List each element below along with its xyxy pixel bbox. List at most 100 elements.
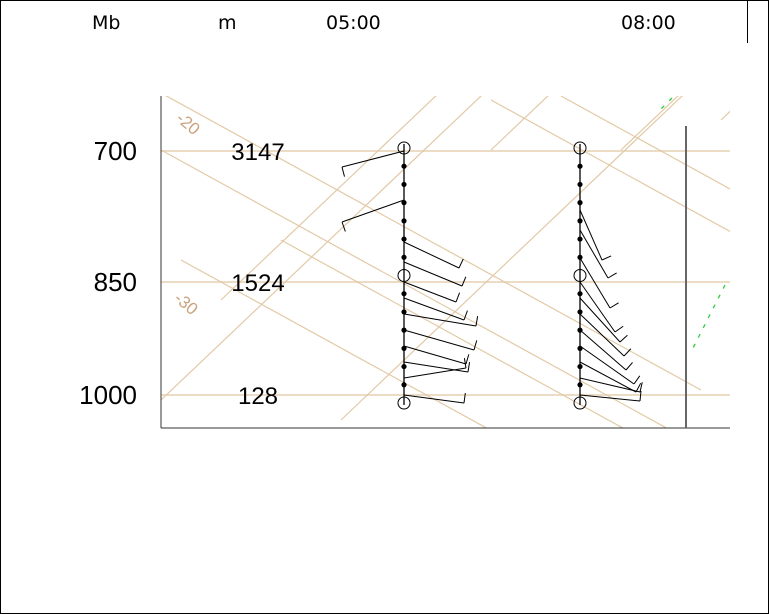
profile-dot-level-10 [401,327,407,333]
profile-circle-level-7 [573,269,587,282]
dashed-accent-1 [691,284,726,351]
profile-dot-level-2 [401,181,407,188]
barb-shaft [403,329,475,351]
barb-shaft [403,313,477,327]
height-label-1000: 128 [238,383,278,410]
profile-dot-level-1 [577,163,583,169]
barb-0500-barb-4 [403,281,461,303]
barb-0500-barb-10 [403,358,467,379]
barb-0800-barb-5 [579,281,624,333]
barb-tick [463,310,468,321]
barb-tick [623,348,632,357]
barb-shaft [341,199,405,223]
isotherm-lines [161,96,730,428]
barb-shaft [403,261,463,287]
profile-dot-level-11 [401,345,407,351]
barb-shaft [579,257,611,309]
barb-shaft [403,367,467,379]
barb-shaft [579,329,627,371]
barb-0800-barb-2 [579,209,612,261]
barb-0500-barb-0 [341,150,405,177]
barb-tick [614,325,624,333]
barb-0500-barb-1 [341,199,405,232]
profile-dot-level-5 [401,236,407,242]
profile-dot-level-3 [577,200,583,206]
header-time-0500: 05:00 [326,12,381,34]
level-labels: -20 -30 700 3147 850 1524 1000 128 [79,109,285,410]
barb-0500-barb-8 [403,345,470,365]
isotherm-line-a3 [280,239,625,428]
isotherm-line-a4 [490,99,730,233]
pressure-label-700: 700 [94,136,137,166]
profile-dot-level-12 [401,363,407,370]
isotherm-line-b5 [720,110,730,121]
pressure-label-1000: 1000 [79,380,137,410]
barb-shaft [579,361,637,393]
profile-dot-level-11 [577,345,583,351]
barb-tick [341,166,345,177]
barb-0800-barb-3 [579,229,617,279]
plot-axes [160,96,730,429]
profile-dot-level-9 [577,309,583,315]
isotherm-line-a1 [165,96,702,391]
barb-0500-barb-6 [403,313,479,327]
barb-tick [619,334,628,343]
profile-dot-level-5 [577,236,583,242]
profile-dot-level-6 [401,254,407,260]
barb-0800-barb-4 [579,257,619,309]
barb-tick [633,375,641,385]
profile-dot-level-1 [401,163,407,169]
barb-tick [463,393,466,404]
profile-dot-level-3 [401,200,407,206]
barb-tick [625,362,633,371]
profile-dot-level-13 [401,382,407,388]
barb-tick [639,390,642,402]
isotherm-line-b2 [340,96,683,421]
barb-0800-barb-12 [579,390,642,402]
header-height-label: m [218,12,237,34]
barb-0800-barb-6 [579,297,628,343]
isotherm-line-b0 [161,96,482,401]
barb-tick [601,255,612,261]
pressure-label-850: 850 [94,267,137,297]
profile-column-0500 [397,141,411,410]
header-pressure-label: Mb [92,12,121,34]
barb-shaft [579,297,621,343]
profile-dot-level-2 [577,181,583,188]
header-time-0800: 08:00 [621,12,676,34]
profile-dot-level-9 [401,309,407,315]
profile-circle-level-14 [573,396,587,410]
barb-tick [473,340,478,351]
barb-0500-barb-7 [403,329,478,351]
profile-dot-level-12 [577,363,583,370]
barb-shaft [403,394,465,404]
isotherm-label-1: -30 [170,289,201,319]
barb-tick [609,302,619,309]
barb-shaft [403,281,457,303]
profile-dot-level-8 [401,291,407,297]
isotherm-line-a0 [161,149,668,428]
profile-circle-level-7 [397,269,411,282]
barb-tick [467,362,471,373]
profile-dot-level-4 [577,218,583,224]
height-label-700: 3147 [231,139,284,166]
barb-shaft [403,241,460,269]
isotherm-line-b3 [490,96,549,151]
barb-shaft [579,209,603,261]
isotherm-label-0: -20 [172,109,203,139]
profile-dot-level-13 [577,382,583,388]
pressure-grid [161,150,730,396]
barb-tick [461,276,467,287]
height-label-850: 1524 [231,270,284,297]
barb-0800-barb-11 [579,377,643,393]
profile-circle-level-0 [573,141,587,155]
barb-shaft [403,297,465,321]
isotherm-line-a5 [560,96,730,190]
barb-tick [465,354,470,365]
isotherm-line-b4 [620,96,679,151]
header-divider [747,0,748,43]
profile-dot-level-10 [577,327,583,333]
barb-shaft [579,229,609,279]
profile-dot-level-6 [577,254,583,260]
